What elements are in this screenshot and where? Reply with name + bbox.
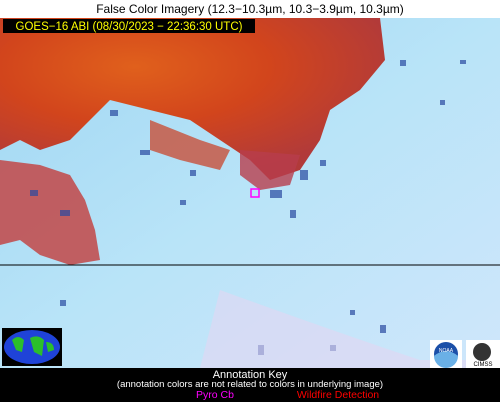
key-item: Pyro Cb	[196, 389, 234, 401]
cimss-logo: CIMSS	[466, 340, 500, 368]
image-label: GOES−16 ABI (08/30/2023 − 22:36:30 UTC)	[16, 21, 243, 33]
footer	[0, 368, 500, 402]
title: False Color Imagery (12.3−10.3µm, 10.3−3…	[96, 2, 404, 16]
key-title: Annotation Key	[213, 369, 288, 381]
pyrocb-marker	[250, 188, 260, 198]
label-box	[3, 19, 255, 33]
globe-icon	[2, 328, 62, 366]
cimss-text: CIMSS	[473, 362, 492, 368]
noaa-logo: NOAA	[430, 340, 462, 368]
title-bar	[0, 0, 500, 18]
satellite-image	[0, 18, 500, 368]
key-item: Wildfire Detection	[297, 389, 379, 401]
key-note: (annotation colors are not related to co…	[117, 379, 383, 390]
noaa-text: NOAA	[439, 348, 454, 354]
